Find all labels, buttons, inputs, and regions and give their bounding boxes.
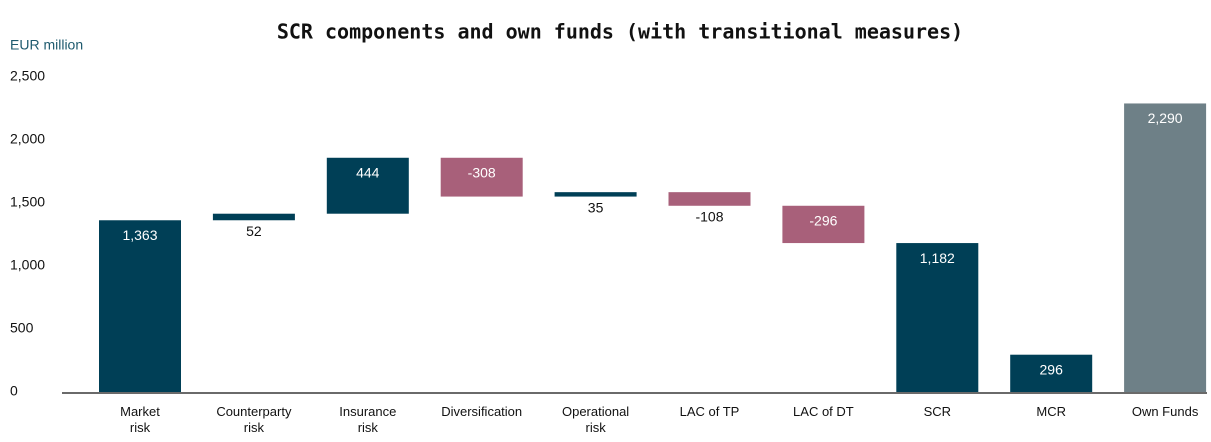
x-tick-label: Market risk [120, 404, 160, 435]
chart-title: SCR components and own funds (with trans… [277, 20, 963, 44]
data-label: -296 [809, 212, 837, 228]
y-tick-label: 0 [10, 383, 18, 399]
bar [1010, 354, 1093, 392]
x-tick-label: Operational risk [561, 404, 630, 435]
bar [668, 192, 751, 206]
y-tick-label: 500 [10, 320, 34, 336]
x-tick-label: Counterparty risk [216, 404, 292, 435]
data-label: -108 [695, 208, 723, 224]
bar [554, 192, 637, 197]
bar [896, 243, 979, 392]
x-tick-label: Insurance risk [339, 404, 397, 435]
data-label: 35 [588, 199, 604, 215]
bar [440, 157, 523, 197]
y-tick-label: 1,000 [10, 257, 45, 273]
y-tick-label: 1,500 [10, 194, 45, 210]
data-label: 444 [356, 164, 380, 180]
y-tick-label: 2,500 [10, 68, 45, 84]
y-axis-label: EUR million [10, 37, 83, 53]
data-label: 296 [1040, 361, 1064, 377]
x-tick-label: MCR [1036, 404, 1066, 419]
bar [99, 220, 181, 392]
data-label: 1,363 [122, 227, 157, 243]
data-label: -308 [468, 164, 496, 180]
x-tick-label: SCR [923, 404, 952, 419]
x-tick-label: Diversification [441, 404, 523, 419]
bar [1124, 103, 1207, 393]
y-tick-label: 2,000 [10, 131, 45, 147]
x-tick-label: LAC of DT [793, 404, 854, 419]
bar [212, 213, 295, 221]
data-label: 52 [246, 223, 262, 239]
bar [326, 157, 409, 214]
x-tick-label: LAC of TP [679, 404, 740, 419]
x-tick-label: Own Funds [1131, 404, 1199, 419]
data-label: 1,182 [920, 250, 955, 266]
data-label: 2,290 [1148, 110, 1183, 126]
bar [782, 205, 865, 244]
